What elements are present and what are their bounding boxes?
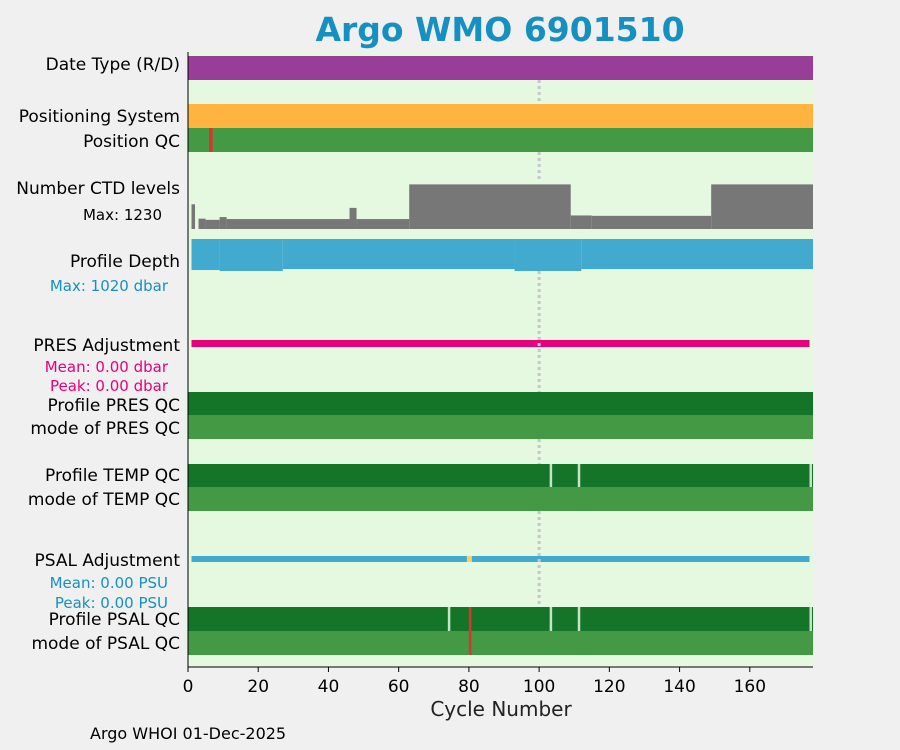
footer-text: Argo WHOI 01-Dec-2025 xyxy=(90,724,287,743)
profile-depth-bar xyxy=(514,239,582,271)
row-label: mode of PSAL QC xyxy=(31,634,180,654)
psal-adjustment-flag xyxy=(466,556,472,562)
x-axis-label: Cycle Number xyxy=(430,697,572,721)
ctd-levels-bar xyxy=(570,215,592,229)
row-label: PSAL Adjustment xyxy=(35,551,181,571)
x-tick-label: 80 xyxy=(458,677,480,697)
profile-depth-bar xyxy=(282,239,515,270)
qc-probably-good-mark xyxy=(809,464,812,487)
row-label: PRES Adjustment xyxy=(33,336,180,356)
ctd-levels-bar xyxy=(349,207,357,229)
ctd-levels-bar xyxy=(191,204,196,229)
row-label: Profile Depth xyxy=(70,252,180,272)
positioning-system-bar xyxy=(188,104,813,128)
ctd-levels-bar xyxy=(198,218,206,229)
qc-bad-mark xyxy=(468,631,472,655)
row-label: mode of PRES QC xyxy=(30,419,180,439)
qc-bad-mark xyxy=(468,607,472,631)
qc-probably-good-mark xyxy=(549,607,553,631)
row-label: Number CTD levels xyxy=(16,179,180,199)
row-label: Profile TEMP QC xyxy=(45,466,180,486)
position-qc-bar xyxy=(188,128,813,152)
ctd-levels-bar xyxy=(226,219,350,229)
qc-bar-profile-temp-qc xyxy=(188,464,813,487)
ctd-max-note: Max: 1230 xyxy=(83,206,162,224)
x-tick-label: 120 xyxy=(593,677,625,697)
psal-mean-note: Mean: 0.00 PSU xyxy=(50,574,168,592)
profile-depth-bar xyxy=(191,239,220,271)
qc-bar-profile-pres-qc xyxy=(188,392,813,415)
chart-title: Argo WMO 6901510 xyxy=(315,10,685,49)
psal-adjustment-line xyxy=(191,556,810,562)
row-label: Position QC xyxy=(83,132,180,152)
ctd-levels-bar xyxy=(205,219,220,229)
row-label: mode of TEMP QC xyxy=(28,490,180,510)
ctd-levels-bar xyxy=(219,217,227,229)
profile-depth-bar xyxy=(219,239,283,271)
ctd-levels-bar xyxy=(356,219,410,229)
x-tick-label: 140 xyxy=(663,677,695,697)
qc-bar-mode-of-temp-qc xyxy=(188,487,813,511)
pres-peak-note: Peak: 0.00 dbar xyxy=(50,377,169,395)
position-qc-bad-mark xyxy=(209,128,213,152)
row-label: Profile PRES QC xyxy=(47,396,180,416)
qc-probably-good-mark xyxy=(577,464,581,487)
qc-bar-mode-of-psal-qc xyxy=(188,631,813,655)
x-tick-label: 60 xyxy=(388,677,410,697)
ctd-levels-bar xyxy=(711,184,813,229)
qc-probably-good-mark xyxy=(447,607,451,631)
pres-adjustment-line xyxy=(191,340,810,347)
qc-bar-profile-psal-qc xyxy=(188,607,813,631)
x-tick-label: 20 xyxy=(247,677,269,697)
qc-probably-good-mark xyxy=(549,464,553,487)
date-type-bar xyxy=(188,56,813,80)
x-tick-label: 40 xyxy=(318,677,340,697)
x-tick-label: 0 xyxy=(183,677,194,697)
x-tick-label: 100 xyxy=(523,677,555,697)
depth-max-note: Max: 1020 dbar xyxy=(50,277,169,295)
ctd-levels-bar xyxy=(591,215,712,229)
ctd-levels-bar xyxy=(409,184,571,229)
qc-probably-good-mark xyxy=(577,607,581,631)
row-label: Date Type (R/D) xyxy=(46,55,180,75)
row-label: Positioning System xyxy=(19,107,180,127)
profile-depth-bar xyxy=(581,239,813,270)
qc-bar-mode-of-pres-qc xyxy=(188,415,813,439)
qc-probably-good-mark xyxy=(809,607,812,631)
plot-background xyxy=(188,52,813,667)
x-tick-label: 160 xyxy=(734,677,766,697)
row-label: Profile PSAL QC xyxy=(49,610,180,630)
psal-peak-note: Peak: 0.00 PSU xyxy=(55,594,168,612)
pres-mean-note: Mean: 0.00 dbar xyxy=(45,358,169,376)
